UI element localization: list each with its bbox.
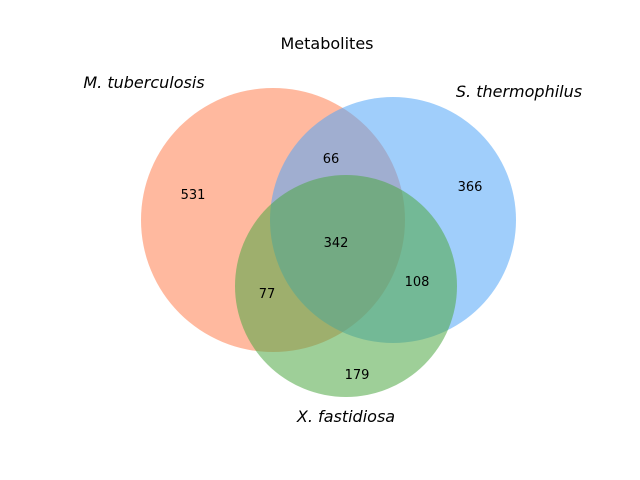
set-circles — [141, 88, 516, 397]
region-label-c: 179 — [345, 368, 370, 383]
region-label-b: 366 — [458, 180, 483, 195]
region-label-bc: 108 — [405, 275, 430, 290]
region-label-ac: 77 — [259, 287, 276, 302]
set-label-a: M. tuberculosis — [83, 73, 204, 92]
chart-title: Metabolites — [280, 34, 373, 53]
region-label-a: 531 — [181, 188, 206, 203]
set-labels: M. tuberculosis S. thermophilus X. fastidi… — [83, 73, 582, 426]
region-label-ab: 66 — [323, 152, 340, 167]
region-labels: 531 366 179 66 77 108 342 — [181, 152, 483, 383]
set-circle-c — [235, 175, 457, 397]
region-label-abc: 342 — [324, 236, 349, 251]
set-label-c: X. fastidiosa — [296, 407, 395, 426]
set-label-b: S. thermophilus — [456, 82, 582, 101]
